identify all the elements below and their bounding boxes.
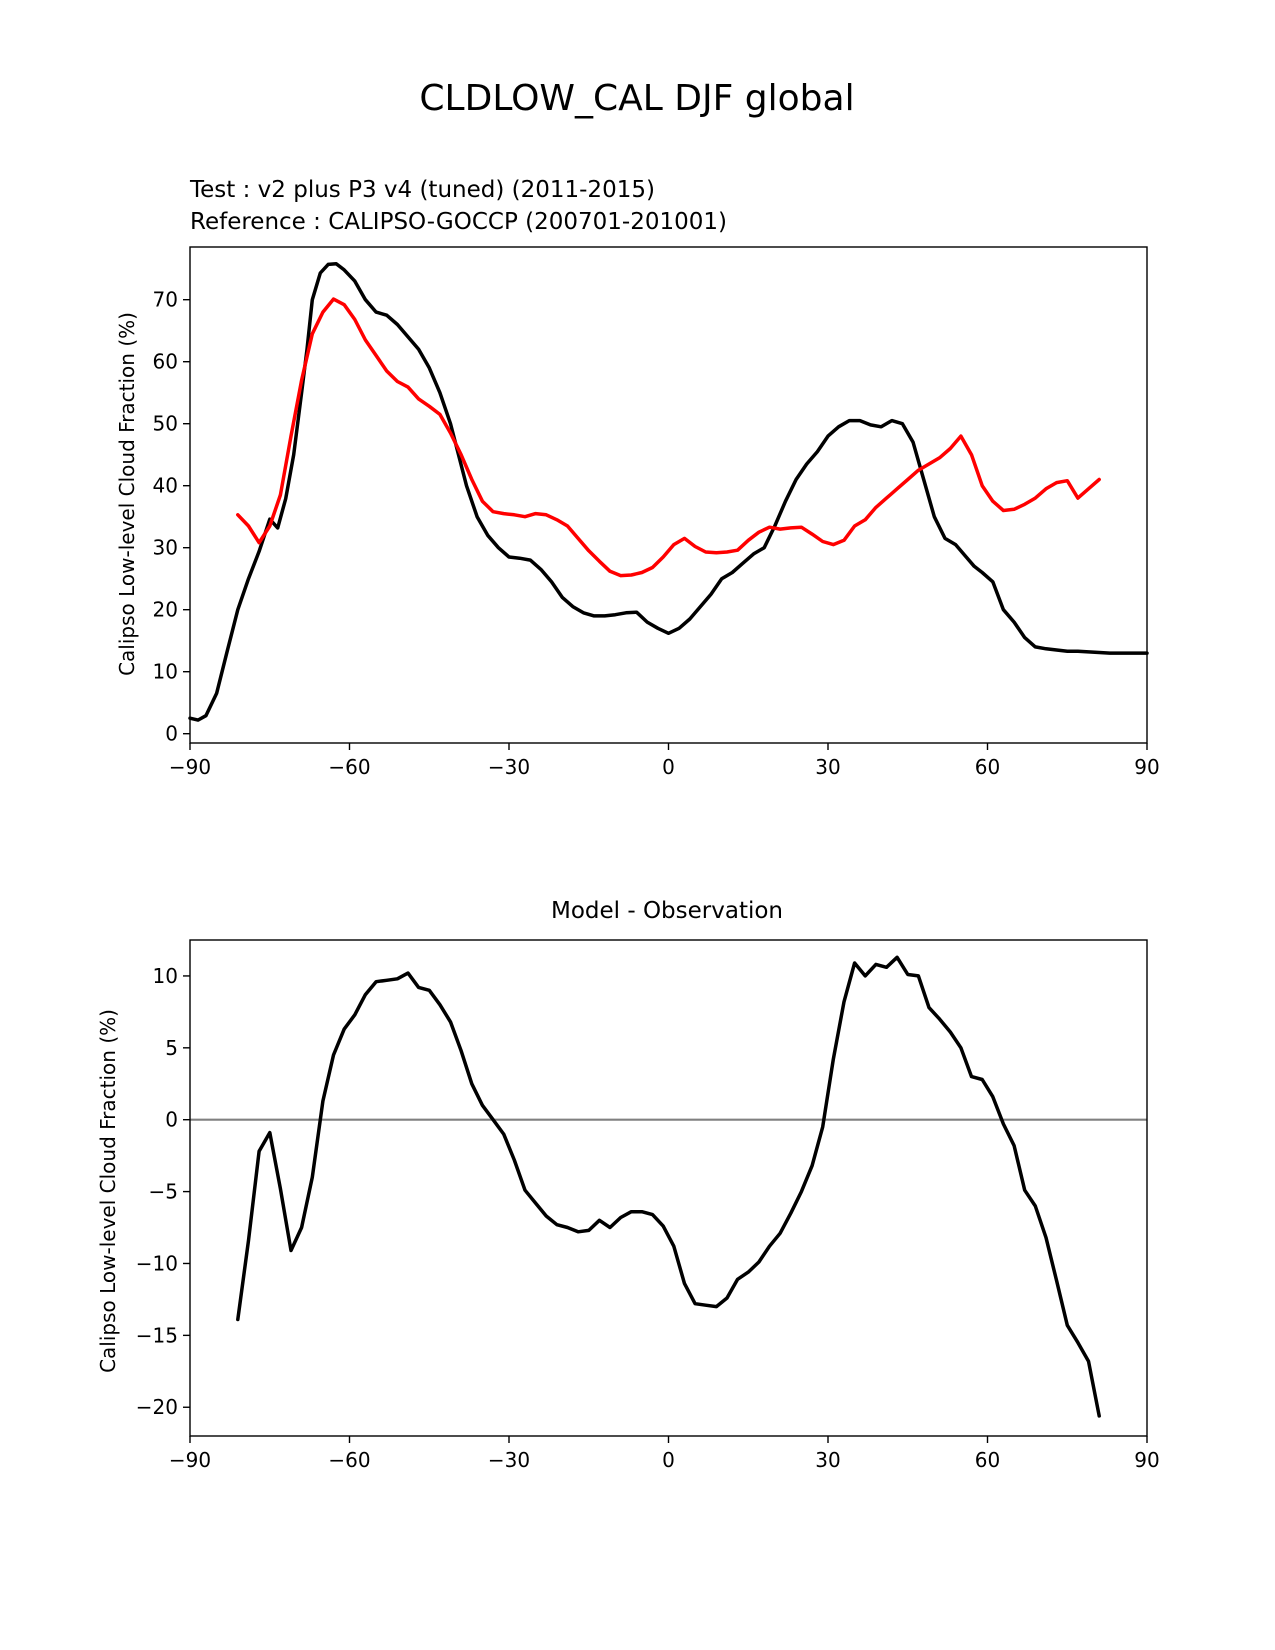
top-ytick-label: 20: [153, 598, 178, 622]
bottom-title: Model - Observation: [551, 898, 783, 924]
top-xtick-label: 30: [815, 755, 840, 779]
bottom-ytick-label: −10: [136, 1251, 178, 1275]
reference-subtitle: Reference : CALIPSO-GOCCP (200701-201001…: [190, 209, 727, 235]
bottom-xtick-label: −30: [488, 1448, 530, 1472]
bottom-xtick-label: −60: [328, 1448, 370, 1472]
bottom-xtick-label: 60: [975, 1448, 1000, 1472]
bottom-panel: Model - Observation Calipso Low-level Cl…: [96, 898, 1160, 1472]
top-ytick-label: 40: [153, 474, 178, 498]
top-series-reference: [236, 297, 1101, 578]
test-subtitle: Test : v2 plus P3 v4 (tuned) (2011-2015): [189, 177, 655, 203]
top-plot-area: −90 −60 −30 0 30 60 90 0 10 20 30 40 50 60 70: [153, 246, 1160, 779]
top-ytick-label: 70: [153, 288, 178, 312]
bottom-plot-area: −90 −60 −30 0 30 60 90 −20 −15 −10 −5 0 5 10: [136, 939, 1160, 1472]
bottom-ytick-label: −15: [136, 1323, 178, 1347]
top-ytick-label: 10: [153, 660, 178, 684]
bottom-ytick-label: 10: [153, 964, 178, 988]
top-xtick-label: 60: [975, 755, 1000, 779]
top-ytick-label: 0: [165, 722, 178, 746]
top-axes-frame: [189, 246, 1148, 744]
bottom-xtick-label: −90: [169, 1448, 211, 1472]
top-ytick-label: 50: [153, 412, 178, 436]
top-xtick-label: −90: [169, 755, 211, 779]
bottom-series-difference: [236, 955, 1101, 1418]
top-xtick-label: 0: [662, 755, 675, 779]
top-ytick-label: 60: [153, 350, 178, 374]
bottom-axes-frame: [189, 939, 1148, 1437]
bottom-ytick-label: 0: [165, 1108, 178, 1132]
bottom-xtick-label: 30: [815, 1448, 840, 1472]
bottom-ylabel: Calipso Low-level Cloud Fraction (%): [96, 1009, 120, 1373]
bottom-ytick-label: 5: [165, 1036, 178, 1060]
bottom-ytick-label: −20: [136, 1395, 178, 1419]
top-panel: Test : v2 plus P3 v4 (tuned) (2011-2015)…: [115, 177, 1160, 779]
top-ytick-label: 30: [153, 536, 178, 560]
bottom-xtick-label: 0: [662, 1448, 675, 1472]
bottom-ytick-label: −5: [149, 1180, 178, 1204]
figure-title: CLDLOW_CAL DJF global: [419, 78, 854, 119]
top-xtick-label: −30: [488, 755, 530, 779]
bottom-xtick-label: 90: [1134, 1448, 1159, 1472]
top-ylabel: Calipso Low-level Cloud Fraction (%): [115, 312, 139, 676]
top-xtick-label: −60: [328, 755, 370, 779]
top-xtick-label: 90: [1134, 755, 1159, 779]
top-series-test: [188, 261, 1149, 722]
